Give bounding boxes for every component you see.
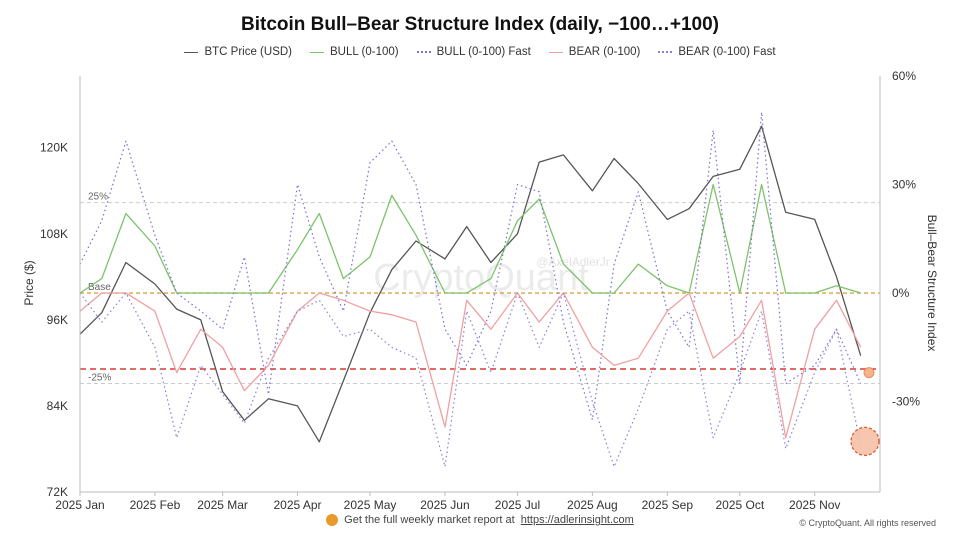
legend-item[interactable]: BULL (0-100) — [310, 46, 399, 58]
markers — [850, 367, 880, 456]
x-tick-label: 2025 Sep — [642, 498, 694, 512]
footer-text: Get the full weekly market report at — [344, 514, 515, 526]
x-tick-label: 2025 Nov — [789, 498, 840, 512]
x-tick-label: 2025 Jan — [55, 498, 104, 512]
axes: 72K 84K 96K 108K 120K -30% 0% 30% 60% 2025 Jan 202… — [40, 69, 920, 512]
ref-line-label: 25% — [88, 192, 108, 203]
legend-label: BEAR (0-100) — [568, 46, 641, 58]
x-tick-label: 2025 Apr — [273, 498, 321, 512]
legend-item[interactable]: BULL (0-100) Fast — [416, 46, 531, 58]
y2-axis-title: Bull–Bear Structure Index — [925, 215, 939, 352]
legend-label: BEAR (0-100) Fast — [678, 46, 776, 58]
x-tick-label: 2025 Mar — [197, 498, 248, 512]
watermark-text: CryptoQuant — [373, 257, 589, 299]
series-line-2 — [79, 111, 862, 421]
legend-swatch — [548, 51, 563, 53]
ref-line-label: Base — [88, 282, 111, 293]
legend-swatch — [658, 51, 673, 53]
x-tick-label: 2025 Oct — [715, 498, 764, 512]
watermark-handle: @AxelAdlerJr — [536, 255, 610, 269]
y-tick-label: 84K — [47, 399, 68, 413]
legend-label: BTC Price (USD) — [204, 46, 292, 58]
legend-item[interactable]: BEAR (0-100) — [548, 46, 641, 58]
series-line-4 — [79, 292, 862, 468]
y-tick-label: 96K — [47, 313, 68, 327]
series-line-0 — [79, 125, 862, 443]
x-tick-label: 2025 Jul — [495, 498, 540, 512]
highlight-circle — [850, 426, 880, 456]
y2-tick-label: 30% — [892, 178, 916, 192]
y2-tick-label: -30% — [892, 395, 920, 409]
legend: BTC Price (USD) BULL (0-100) BULL (0-100) … — [0, 46, 960, 58]
footer-link[interactable]: https://adlerinsight.com — [520, 514, 634, 526]
legend-item[interactable]: BTC Price (USD) — [184, 46, 292, 58]
legend-item[interactable]: BEAR (0-100) Fast — [658, 46, 776, 58]
watermark: CryptoQuant @AxelAdlerJr — [373, 255, 610, 299]
y-tick-label: 120K — [40, 141, 68, 155]
x-tick-label: 2025 May — [344, 498, 397, 512]
x-tick-label: 2025 Jun — [420, 498, 469, 512]
y-axis-title: Price ($) — [22, 260, 36, 305]
series-line-1 — [79, 183, 861, 294]
legend-swatch — [416, 51, 431, 53]
series-line-3 — [79, 292, 862, 439]
y2-tick-label: 60% — [892, 69, 916, 83]
y-tick-label: 108K — [40, 227, 68, 241]
x-tick-label: 2025 Aug — [567, 498, 618, 512]
copyright: © CryptoQuant. All rights reserved — [799, 518, 936, 528]
coin-icon — [326, 514, 339, 526]
x-tick-label: 2025 Feb — [130, 498, 181, 512]
series-lines — [79, 111, 862, 468]
chart-title: Bitcoin Bull–Bear Structure Index (daily… — [241, 14, 719, 35]
ref-line-label: -25% — [88, 372, 111, 383]
legend-label: BULL (0-100) — [330, 46, 399, 58]
legend-swatch — [184, 51, 199, 53]
current-index-marker — [863, 367, 875, 379]
y2-tick-label: 0% — [892, 286, 910, 300]
legend-label: BULL (0-100) Fast — [436, 46, 531, 58]
y-tick-label: 72K — [47, 485, 68, 499]
legend-swatch — [310, 51, 324, 53]
footer-note: Get the full weekly market report at htt… — [0, 514, 960, 526]
